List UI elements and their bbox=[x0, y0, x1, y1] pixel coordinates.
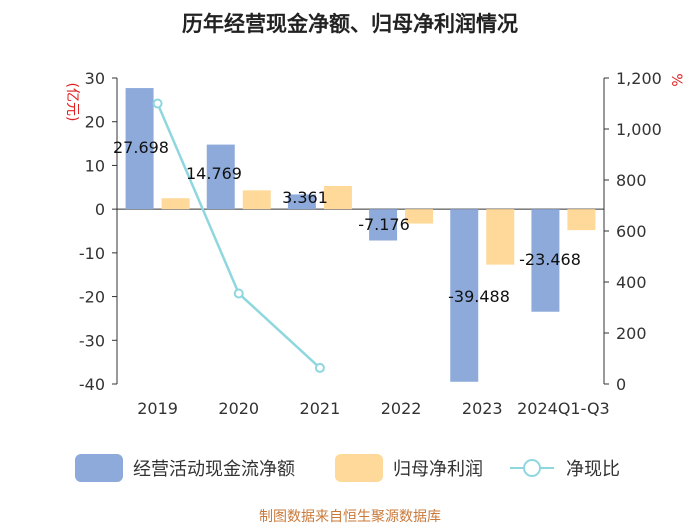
ratio-point bbox=[233, 288, 244, 299]
legend-label-profit: 归母净利润 bbox=[393, 459, 483, 480]
right-tick-label: 200 bbox=[616, 324, 647, 343]
right-tick-label: 600 bbox=[616, 222, 647, 241]
left-tick-label: 0 bbox=[95, 200, 105, 219]
left-tick-label: -40 bbox=[79, 375, 105, 394]
legend-item-cashflow[interactable]: 经营活动现金流净额 bbox=[75, 450, 295, 486]
cashflow-data-label: -7.176 bbox=[358, 215, 410, 234]
x-tick-label: 2019 bbox=[137, 399, 178, 418]
legend-item-profit[interactable]: 归母净利润 bbox=[335, 450, 483, 486]
left-tick-label: 10 bbox=[85, 156, 105, 175]
ratio-point bbox=[152, 98, 163, 109]
legend-swatch-cashflow bbox=[75, 454, 123, 482]
cashflow-data-label: -23.468 bbox=[519, 250, 581, 269]
cashflow-data-label: 27.698 bbox=[113, 138, 169, 157]
ratio-line bbox=[156, 103, 321, 369]
profit-bar bbox=[486, 209, 515, 265]
profit-bar bbox=[567, 209, 596, 231]
left-tick-label: -30 bbox=[79, 331, 105, 350]
left-tick-label: -10 bbox=[79, 244, 105, 263]
legend-label-cashflow: 经营活动现金流净额 bbox=[133, 459, 295, 480]
chart-title: 历年经营现金净额、归母净利润情况 bbox=[182, 12, 518, 36]
cashflow-bar bbox=[369, 209, 398, 241]
cashflow-bar bbox=[450, 209, 479, 382]
right-tick-label: 1,000 bbox=[616, 120, 662, 139]
left-tick-label: 20 bbox=[85, 113, 105, 132]
left-axis-unit: (亿元) bbox=[64, 83, 80, 122]
left-tick-label: 30 bbox=[85, 69, 105, 88]
legend: 经营活动现金流净额 归母净利润 净现比 bbox=[0, 450, 700, 486]
right-tick-label: 400 bbox=[616, 273, 647, 292]
cashflow-data-label: 14.769 bbox=[186, 164, 242, 183]
x-tick-label: 2020 bbox=[218, 399, 259, 418]
legend-swatch-profit bbox=[335, 454, 383, 482]
source-note: 制图数据来自恒生聚源数据库 bbox=[259, 509, 441, 525]
right-tick-label: 0 bbox=[616, 375, 626, 394]
right-axis-unit: % bbox=[668, 73, 684, 86]
cashflow-bar bbox=[287, 194, 316, 210]
profit-bar bbox=[323, 185, 352, 210]
x-tick-label: 2023 bbox=[462, 399, 503, 418]
cashflow-data-label: -39.488 bbox=[448, 287, 510, 306]
ratio-point bbox=[314, 362, 325, 373]
x-tick-label: 2021 bbox=[300, 399, 341, 418]
x-tick-label: 2024Q1-Q3 bbox=[517, 399, 610, 418]
cashflow-data-label: 3.361 bbox=[282, 188, 328, 207]
legend-line-marker-icon bbox=[510, 459, 554, 477]
x-tick-label: 2022 bbox=[381, 399, 422, 418]
left-tick-label: -20 bbox=[79, 288, 105, 307]
profit-bar bbox=[242, 190, 271, 210]
cashflow-bar bbox=[531, 209, 560, 312]
right-tick-label: 800 bbox=[616, 171, 647, 190]
cashflow-bar bbox=[206, 144, 235, 210]
right-tick-label: 1,200 bbox=[616, 69, 662, 88]
legend-label-ratio: 净现比 bbox=[566, 459, 620, 480]
cashflow-bar bbox=[125, 88, 154, 210]
legend-item-ratio[interactable]: 净现比 bbox=[508, 450, 620, 486]
profit-bar bbox=[161, 198, 190, 210]
profit-bar bbox=[405, 209, 434, 224]
